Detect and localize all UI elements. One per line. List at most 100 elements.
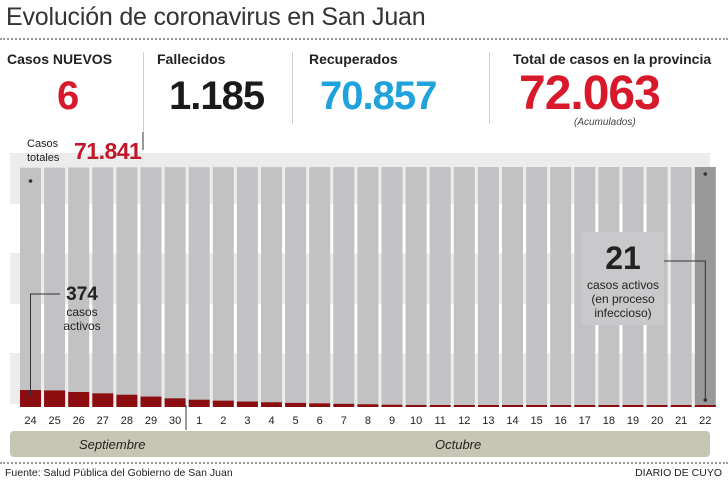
total-cases-bar	[333, 167, 355, 407]
active-cases-bar	[20, 390, 41, 407]
x-tick-label: 1	[196, 415, 202, 427]
total-cases-bar	[477, 167, 499, 407]
total-cases-bar	[20, 167, 41, 407]
active-cases-bar	[646, 405, 668, 407]
active-cases-bar	[116, 394, 138, 407]
active-cases-bar	[477, 405, 499, 407]
total-cases-bar	[526, 167, 548, 407]
deaths-value: 1.185	[169, 74, 265, 118]
bar-chart: 24 25 26 27 28 29 30 1 2 3 4 5 6 7 8 9 10 11 12 13 14 15 16 17 1…	[10, 132, 716, 430]
total-cases-bar	[164, 167, 186, 407]
end-annotation-box	[582, 232, 664, 325]
total-cases-bar	[236, 167, 258, 407]
active-cases-bar	[333, 403, 355, 407]
total-cases-bar	[502, 167, 523, 407]
total-value: 72.063	[519, 67, 661, 120]
active-cases-bar	[453, 405, 475, 407]
x-tick-label: 18	[603, 415, 615, 427]
total-cases-bar	[453, 167, 475, 407]
credit-text: DIARIO DE CUYO	[635, 467, 722, 479]
recovered-label: Recuperados	[309, 51, 398, 67]
x-tick-label: 6	[317, 415, 323, 427]
x-tick-label: 26	[73, 415, 85, 427]
source-text: Fuente: Salud Pública del Gobierno de Sa…	[5, 467, 233, 479]
recovered-value: 70.857	[320, 74, 437, 118]
separator	[292, 52, 293, 124]
total-cases-bar	[285, 167, 307, 407]
new-cases-label: Casos NUEVOS	[7, 51, 113, 67]
total-cases-bar	[550, 167, 572, 407]
active-cases-bar	[261, 402, 282, 407]
x-tick-label: 2	[220, 415, 226, 427]
total-cases-value: 71.841	[74, 138, 142, 164]
x-tick-label: 4	[268, 415, 274, 427]
total-cases-bar	[140, 167, 162, 407]
x-tick-label: 14	[506, 415, 518, 427]
total-cases-bar	[309, 167, 331, 407]
x-tick-label: 3	[244, 415, 250, 427]
start-active-label: casos activos	[63, 305, 101, 333]
active-cases-bar	[212, 400, 234, 407]
month-label-october: Octubre	[435, 437, 482, 452]
bottom-divider	[0, 462, 728, 464]
active-cases-bar	[140, 396, 162, 407]
active-cases-bar	[550, 405, 572, 407]
x-tick-label: 22	[699, 415, 711, 427]
active-cases-bar	[309, 403, 331, 407]
deaths-label: Fallecidos	[157, 51, 226, 67]
total-cases-bar	[405, 167, 427, 407]
x-tick-label: 25	[48, 415, 60, 427]
marker-dot	[28, 179, 33, 183]
total-cases-bar	[188, 167, 210, 407]
total-cases-bar	[357, 167, 379, 407]
active-cases-bar	[526, 405, 548, 407]
total-cases-bar	[92, 167, 114, 407]
active-cases-bar	[694, 405, 716, 407]
x-tick-label: 30	[169, 415, 181, 427]
x-tick-label: 13	[482, 415, 494, 427]
total-label: Total de casos en la provincia	[513, 51, 712, 67]
active-cases-bar	[381, 404, 403, 407]
leader-line	[30, 293, 60, 394]
x-tick-label: 29	[145, 415, 157, 427]
active-cases-bar	[598, 405, 620, 407]
x-tick-label: 21	[675, 415, 687, 427]
active-cases-bar	[164, 398, 186, 407]
total-cases-bar	[68, 167, 90, 407]
x-tick-label: 9	[389, 415, 395, 427]
active-cases-bar	[188, 399, 210, 407]
active-cases-bar	[574, 405, 596, 407]
total-cases-bar	[116, 167, 138, 407]
x-tick-label: 10	[410, 415, 422, 427]
x-tick-label: 16	[555, 415, 567, 427]
total-cases-label: Casos totales	[27, 138, 60, 164]
x-tick-label: 15	[530, 415, 542, 427]
month-label-september: Septiembre	[79, 437, 146, 452]
active-cases-bar	[429, 405, 451, 407]
x-tick-label: 19	[627, 415, 639, 427]
active-cases-bar	[405, 404, 427, 407]
x-tick-label: 11	[434, 415, 445, 427]
active-cases-bar	[670, 405, 692, 407]
total-cases-bar	[44, 167, 66, 407]
active-cases-bar	[285, 402, 307, 407]
leader-line	[664, 260, 706, 400]
active-cases-bar	[92, 393, 114, 407]
x-tick-label: 28	[121, 415, 133, 427]
active-cases-bar	[236, 401, 258, 407]
active-cases-bar	[68, 392, 90, 407]
total-cases-bar	[429, 167, 451, 407]
new-cases-value: 6	[57, 74, 79, 118]
end-active-value: 21	[605, 240, 641, 276]
x-tick-label: 17	[579, 415, 591, 427]
x-tick-label: 20	[651, 415, 663, 427]
x-tick-label: 5	[293, 415, 299, 427]
x-tick-label: 12	[458, 415, 470, 427]
chart-title: Evolución de coronavirus en San Juan	[6, 3, 426, 31]
active-cases-bar	[622, 405, 644, 407]
total-cases-bar	[670, 167, 692, 407]
active-cases-bar	[502, 405, 523, 407]
total-cases-bar	[381, 167, 403, 407]
top-divider	[0, 38, 728, 40]
month-band	[10, 431, 710, 457]
